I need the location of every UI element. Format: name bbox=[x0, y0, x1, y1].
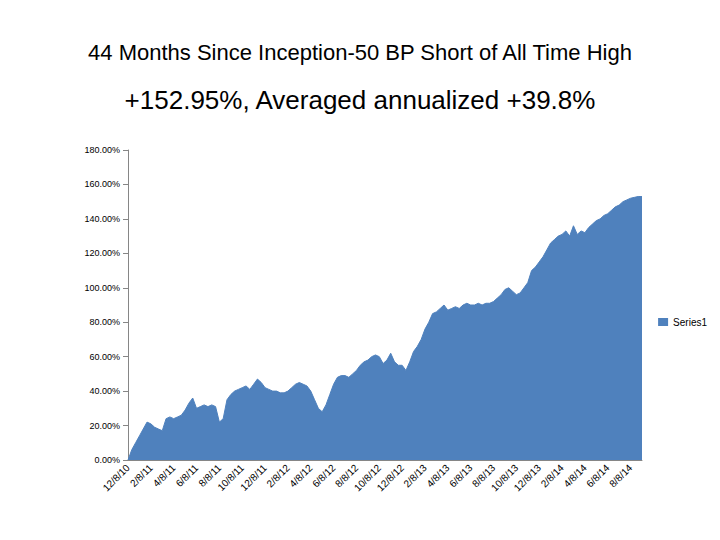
svg-text:40.00%: 40.00% bbox=[89, 386, 120, 396]
svg-text:0.00%: 0.00% bbox=[94, 455, 120, 465]
svg-text:80.00%: 80.00% bbox=[89, 317, 120, 327]
svg-text:6/8/13: 6/8/13 bbox=[447, 462, 475, 490]
svg-text:8/8/12: 8/8/12 bbox=[332, 462, 361, 490]
svg-text:4/8/11: 4/8/11 bbox=[151, 462, 178, 489]
svg-text:180.00%: 180.00% bbox=[84, 145, 120, 155]
svg-text:12/8/10: 12/8/10 bbox=[101, 462, 133, 494]
svg-text:6/8/12: 6/8/12 bbox=[310, 462, 338, 490]
svg-text:120.00%: 120.00% bbox=[84, 248, 120, 258]
svg-text:12/8/11: 12/8/11 bbox=[238, 462, 269, 493]
svg-text:6/8/11: 6/8/11 bbox=[174, 462, 201, 489]
svg-text:100.00%: 100.00% bbox=[84, 283, 120, 293]
svg-text:60.00%: 60.00% bbox=[89, 352, 120, 362]
svg-text:12/8/13: 12/8/13 bbox=[512, 462, 544, 494]
svg-text:4/8/12: 4/8/12 bbox=[287, 462, 315, 490]
svg-text:4/8/14: 4/8/14 bbox=[561, 462, 589, 490]
svg-text:8/8/11: 8/8/11 bbox=[196, 462, 224, 489]
svg-text:10/8/12: 10/8/12 bbox=[351, 462, 384, 494]
svg-text:2/8/13: 2/8/13 bbox=[401, 462, 429, 490]
svg-text:+152.95%, Averaged annualized: +152.95%, Averaged annualized +39.8% bbox=[125, 85, 596, 115]
svg-text:20.00%: 20.00% bbox=[89, 421, 120, 431]
svg-text:8/8/13: 8/8/13 bbox=[470, 462, 498, 490]
svg-text:10/8/11: 10/8/11 bbox=[215, 462, 247, 493]
svg-text:6/8/14: 6/8/14 bbox=[584, 462, 612, 490]
svg-text:44 Months Since Inception-50 B: 44 Months Since Inception-50 BP Short of… bbox=[88, 40, 632, 65]
svg-text:2/8/14: 2/8/14 bbox=[539, 462, 567, 490]
svg-text:2/8/11: 2/8/11 bbox=[128, 462, 155, 489]
svg-text:Series1: Series1 bbox=[673, 317, 707, 328]
svg-text:160.00%: 160.00% bbox=[84, 179, 120, 189]
svg-text:12/8/12: 12/8/12 bbox=[375, 462, 407, 494]
svg-text:4/8/13: 4/8/13 bbox=[424, 462, 452, 490]
svg-text:8/8/14: 8/8/14 bbox=[607, 462, 635, 490]
svg-text:140.00%: 140.00% bbox=[84, 214, 120, 224]
svg-text:2/8/12: 2/8/12 bbox=[264, 462, 292, 490]
svg-text:10/8/13: 10/8/13 bbox=[488, 462, 521, 494]
